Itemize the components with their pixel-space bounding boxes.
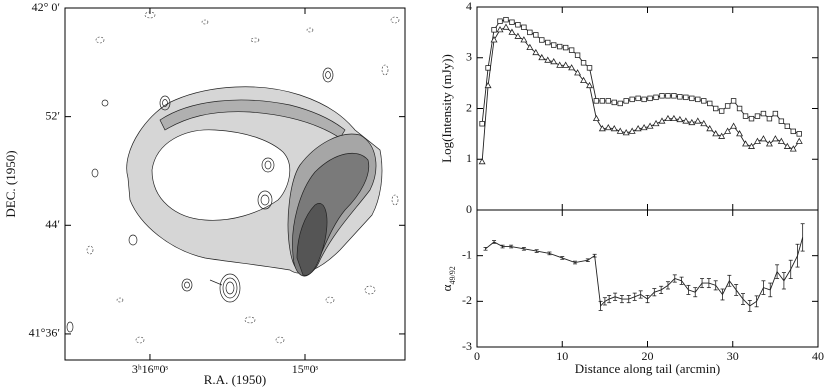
x-tick-label: 30 <box>727 349 739 363</box>
square-marker <box>575 53 580 58</box>
square-marker <box>761 111 766 116</box>
square-marker <box>695 97 700 102</box>
square-marker <box>516 22 521 27</box>
x-tick-label: 3ʰ16ᵐ0ˢ <box>132 362 169 376</box>
square-marker <box>725 104 730 109</box>
background <box>0 0 827 389</box>
square-marker <box>504 17 509 22</box>
square-marker <box>510 20 515 25</box>
y-tick-label: -2 <box>462 293 472 307</box>
y-axis-label: Log(Intensity (mJy)) <box>439 54 454 163</box>
x-axis-label: R.A. (1950) <box>204 372 266 387</box>
square-marker <box>630 97 635 102</box>
square-marker <box>731 99 736 104</box>
y-tick-label: 4 <box>466 0 472 13</box>
figure: 42° 0′ 52′ 44′ 41°36′ 3ʰ16ᵐ0ˢ 15ᵐ0ˢ R.A. (1950… <box>0 0 827 389</box>
square-marker <box>719 109 724 114</box>
square-marker <box>492 28 497 33</box>
y-axis-label-group: DEC. (1950) <box>3 150 18 217</box>
square-marker <box>690 96 695 101</box>
y-tick-label: 42° 0′ <box>32 0 61 14</box>
y-tick-label: 44′ <box>45 217 60 231</box>
square-marker <box>539 38 544 43</box>
square-marker <box>636 96 641 101</box>
square-marker <box>773 111 778 116</box>
square-marker <box>569 48 574 53</box>
y-tick-label: 1 <box>466 151 472 165</box>
square-marker <box>654 95 659 100</box>
square-marker <box>618 101 623 106</box>
y-tick-label: -3 <box>462 339 472 353</box>
square-marker <box>707 101 712 106</box>
square-marker <box>701 99 706 104</box>
square-marker <box>600 99 605 104</box>
square-marker <box>587 66 592 71</box>
square-marker <box>684 95 689 100</box>
x-tick-label: 0 <box>474 349 480 363</box>
square-marker <box>737 106 742 111</box>
square-marker <box>486 66 491 71</box>
square-marker <box>528 30 533 35</box>
square-marker <box>594 99 599 104</box>
y-tick-label: 0 <box>466 202 472 216</box>
square-marker <box>678 95 683 100</box>
x-tick-label: 15ᵐ0ˢ <box>292 362 319 376</box>
y-axis-label-subscript: 49/92 <box>448 266 457 284</box>
square-marker <box>749 116 754 121</box>
y-axis-label: DEC. (1950) <box>3 150 18 217</box>
square-marker <box>522 25 527 30</box>
square-marker <box>624 99 629 104</box>
square-marker <box>767 116 772 121</box>
square-marker <box>581 61 586 66</box>
x-tick-label: 40 <box>812 349 824 363</box>
square-marker <box>660 94 665 99</box>
x-tick-label: 10 <box>556 349 568 363</box>
square-marker <box>755 114 760 119</box>
y-tick-label: 2 <box>466 100 472 114</box>
square-marker <box>648 96 653 101</box>
square-marker <box>612 100 617 105</box>
square-marker <box>563 45 568 50</box>
y-tick-label: 52′ <box>45 108 60 122</box>
square-marker <box>672 94 677 99</box>
square-marker <box>666 94 671 99</box>
square-marker <box>785 124 790 129</box>
square-marker <box>498 19 503 24</box>
square-marker <box>791 129 796 134</box>
square-marker <box>642 97 647 102</box>
square-marker <box>545 40 550 45</box>
square-marker <box>713 106 718 111</box>
square-marker <box>551 43 556 48</box>
y-tick-label: 41°36′ <box>29 326 61 340</box>
x-axis-label: Distance along tail (arcmin) <box>575 361 720 376</box>
y-tick-label: 3 <box>466 50 472 64</box>
y-tick-label: -1 <box>462 247 472 261</box>
square-marker <box>606 99 611 104</box>
square-marker <box>480 121 485 126</box>
square-marker <box>779 119 784 124</box>
square-marker <box>557 44 562 49</box>
square-marker <box>534 33 539 38</box>
y-axis-label-group: Log(Intensity (mJy)) <box>439 54 454 163</box>
square-marker <box>743 114 748 119</box>
square-marker <box>797 132 802 137</box>
